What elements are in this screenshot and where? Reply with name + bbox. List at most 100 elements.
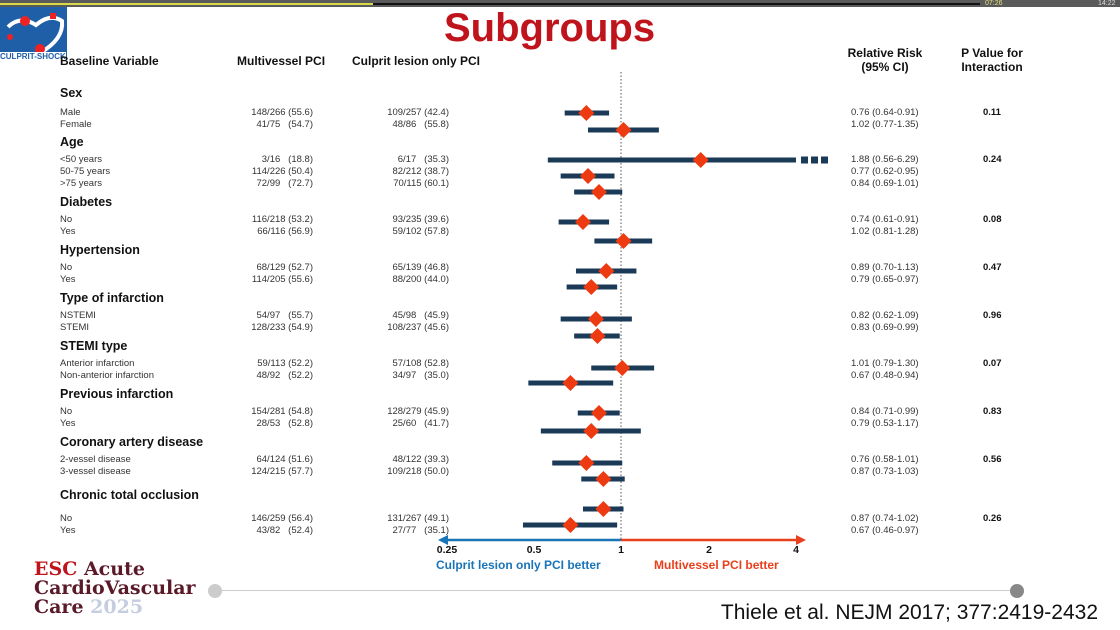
relative-risk: 0.79 (0.65-0.97) xyxy=(851,274,919,285)
logo-cardiovascular: CardioVascular xyxy=(34,577,196,599)
row-label: NSTEMI xyxy=(60,310,96,321)
row-label: No xyxy=(60,513,73,524)
total-time: 14:22 xyxy=(1098,0,1116,7)
relative-risk: 0.87 (0.74-1.02) xyxy=(851,513,919,524)
row-label: No xyxy=(60,262,73,273)
slider-end-handle[interactable] xyxy=(1010,584,1024,598)
culprit-events: 88/200 (44.0) xyxy=(392,274,449,285)
culprit-shock-logo xyxy=(0,7,67,59)
point-estimate-marker xyxy=(562,517,579,533)
ci-overflow-marker xyxy=(821,156,828,164)
multivessel-events: 54/97 (55.7) xyxy=(256,310,313,321)
point-estimate-marker xyxy=(615,122,632,138)
point-estimate-marker xyxy=(614,360,631,376)
relative-risk: 1.88 (0.56-6.29) xyxy=(851,154,919,165)
multivessel-events: 154/281 (54.8) xyxy=(251,406,313,417)
p-value: 0.24 xyxy=(983,154,1002,165)
culprit-events: 108/237 (45.6) xyxy=(387,322,449,333)
conference-logo: ESC Acute CardioVascular Care 2025 xyxy=(34,560,196,617)
progress-fill xyxy=(0,3,373,5)
right-favours-label: Multivessel PCI better xyxy=(654,558,779,572)
video-progress-bar[interactable] xyxy=(0,0,1120,7)
group-header: Coronary artery disease xyxy=(60,435,204,449)
slide-slider-track[interactable] xyxy=(215,590,1017,591)
relative-risk: 1.01 (0.79-1.30) xyxy=(851,358,919,369)
multivessel-events: 28/53 (52.8) xyxy=(256,418,313,429)
multivessel-events: 68/129 (52.7) xyxy=(256,262,313,273)
culprit-events: 93/235 (39.6) xyxy=(392,214,449,225)
col-rr: Relative Risk (95% CI) xyxy=(846,46,924,74)
left-favours-label: Culprit lesion only PCI better xyxy=(436,558,601,572)
point-estimate-marker xyxy=(598,263,615,279)
row-label: No xyxy=(60,214,73,225)
col-p-line1: P Value for xyxy=(961,46,1023,60)
row-label: Yes xyxy=(60,274,76,285)
point-estimate-marker xyxy=(590,184,607,200)
col-p: P Value for Interaction xyxy=(958,46,1026,74)
group-header: Diabetes xyxy=(60,195,113,209)
tick-0.5: 0.5 xyxy=(526,544,542,556)
multivessel-events: 128/233 (54.9) xyxy=(251,322,313,333)
right-arrowhead xyxy=(796,535,806,545)
culprit-events: 27/77 (35.1) xyxy=(392,525,449,536)
ci-overflow-marker xyxy=(811,156,818,164)
group-header: Age xyxy=(60,135,84,149)
p-value: 0.07 xyxy=(983,358,1002,369)
point-estimate-marker xyxy=(692,152,709,168)
p-value: 0.11 xyxy=(983,107,1001,118)
culprit-events: 57/108 (52.8) xyxy=(392,358,449,369)
multivessel-events: 124/215 (57.7) xyxy=(251,466,313,477)
p-value: 0.56 xyxy=(983,454,1002,465)
culprit-events: 6/17 (35.3) xyxy=(397,154,449,165)
point-estimate-marker xyxy=(580,168,597,184)
row-label: No xyxy=(60,406,73,417)
tick-1: 1 xyxy=(618,544,624,556)
relative-risk: 0.82 (0.62-1.09) xyxy=(851,310,919,321)
relative-risk: 0.74 (0.61-0.91) xyxy=(851,214,919,225)
slider-start-handle[interactable] xyxy=(208,584,222,598)
row-label: 50-75 years xyxy=(60,166,111,177)
group-header: Sex xyxy=(60,86,83,100)
relative-risk: 0.76 (0.64-0.91) xyxy=(851,107,919,118)
culprit-events: 70/115 (60.1) xyxy=(393,178,449,189)
relative-risk: 1.02 (0.81-1.28) xyxy=(851,226,919,237)
multivessel-events: 59/113 (52.2) xyxy=(257,358,313,369)
relative-risk: 0.76 (0.58-1.01) xyxy=(851,454,919,465)
point-estimate-marker xyxy=(590,405,607,421)
point-estimate-marker xyxy=(587,311,604,327)
culprit-events: 48/86 (55.8) xyxy=(392,119,449,130)
elapsed-time: 07:26 xyxy=(985,0,1003,7)
multivessel-events: 116/218 (53.2) xyxy=(251,214,313,225)
multivessel-events: 3/16 (18.8) xyxy=(261,154,313,165)
point-estimate-marker xyxy=(615,233,632,249)
p-value: 0.26 xyxy=(983,513,1002,524)
multivessel-events: 72/99 (72.7) xyxy=(256,178,313,189)
culprit-events: 65/139 (46.8) xyxy=(392,262,449,273)
relative-risk: 0.87 (0.73-1.03) xyxy=(851,466,919,477)
multivessel-events: 43/82 (52.4) xyxy=(256,525,313,536)
tick-4: 4 xyxy=(793,544,799,556)
culprit-events: 45/98 (45.9) xyxy=(392,310,449,321)
col-rr-line1: Relative Risk xyxy=(847,46,923,60)
point-estimate-marker xyxy=(595,471,612,487)
row-label: 3-vessel disease xyxy=(60,466,131,477)
row-label: >75 years xyxy=(60,178,102,189)
group-header: Previous infarction xyxy=(60,387,174,401)
point-estimate-marker xyxy=(583,279,600,295)
culprit-events: 34/97 (35.0) xyxy=(392,370,449,381)
relative-risk: 0.83 (0.69-0.99) xyxy=(851,322,919,333)
multivessel-events: 114/205 (55.6) xyxy=(251,274,313,285)
p-value: 0.83 xyxy=(983,406,1002,417)
relative-risk: 0.84 (0.69-1.01) xyxy=(851,178,919,189)
col-p-line2: Interaction xyxy=(961,60,1023,74)
group-header: Hypertension xyxy=(60,243,140,257)
row-label: Yes xyxy=(60,418,76,429)
multivessel-events: 41/75 (54.7) xyxy=(256,119,313,130)
culprit-events: 25/60 (41.7) xyxy=(392,418,449,429)
logo-esc: ESC xyxy=(34,558,78,580)
multivessel-events: 148/266 (55.6) xyxy=(251,107,313,118)
p-value: 0.47 xyxy=(983,262,1002,273)
culprit-events: 109/218 (50.0) xyxy=(387,466,449,477)
heart-logo-icon xyxy=(6,13,65,55)
row-label: 2-vessel disease xyxy=(60,454,131,465)
